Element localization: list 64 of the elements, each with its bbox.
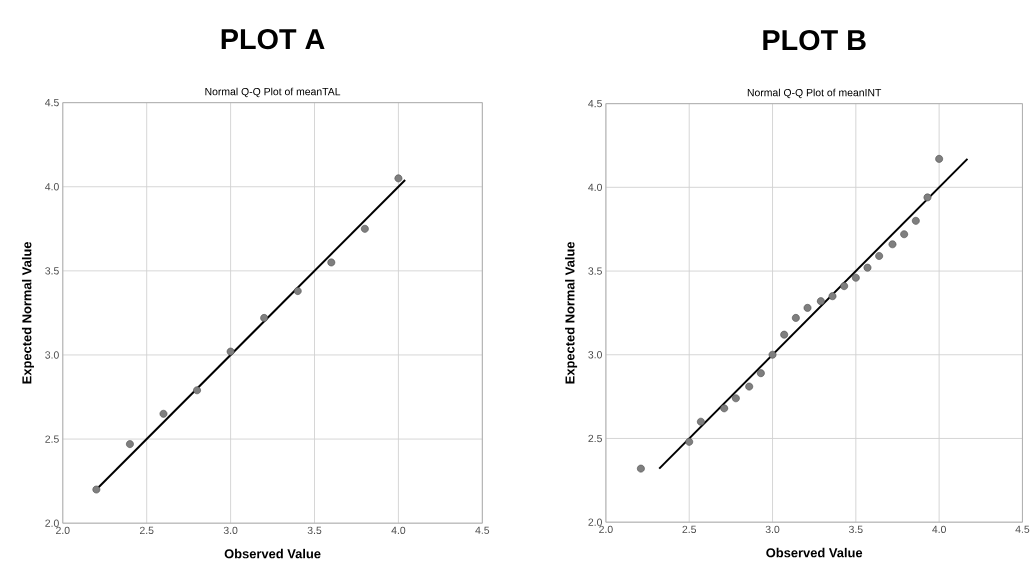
point: [888, 240, 897, 249]
point: [159, 409, 168, 418]
x-tick-label: 4.0: [391, 526, 406, 535]
y-tick-label: 2.5: [45, 435, 59, 443]
point: [637, 464, 645, 473]
x-tick-label: 3.5: [307, 526, 322, 535]
point: [816, 297, 825, 306]
point: [828, 292, 837, 301]
point: [92, 485, 101, 494]
point: [327, 258, 336, 267]
point: [780, 330, 789, 339]
point: [696, 417, 705, 426]
point: [900, 230, 909, 239]
point: [731, 394, 740, 403]
x-tick-label: 2.0: [599, 525, 613, 534]
x-tick-label: 2.5: [682, 525, 697, 534]
point: [935, 154, 944, 163]
x-tick-label: 4.0: [932, 525, 946, 534]
point: [720, 404, 729, 413]
point: [360, 224, 369, 233]
point: [126, 440, 134, 448]
point: [923, 193, 932, 202]
chart-subtitle: Normal Q-Q Plot of meanTAL: [205, 87, 341, 98]
point: [394, 174, 403, 183]
y-tick-label: 2.0: [45, 519, 59, 527]
y-tick-label: 2.0: [588, 518, 602, 526]
point: [840, 282, 849, 291]
y-tick-label: 4.5: [588, 100, 602, 108]
y-axis-title: Expected Normal Value: [21, 241, 34, 384]
y-tick-label: 4.0: [588, 183, 602, 192]
point: [851, 273, 860, 282]
point: [685, 437, 694, 446]
point: [193, 386, 201, 395]
y-tick-label: 3.5: [45, 267, 59, 275]
x-axis-title: Observed Value: [766, 547, 863, 558]
x-tick-label: 2.5: [139, 526, 154, 535]
point: [756, 369, 765, 378]
point: [875, 252, 884, 260]
chart-title: PLOT A: [221, 28, 325, 50]
x-tick-label: 4.5: [475, 526, 490, 534]
point: [791, 314, 800, 322]
y-tick-label: 4.5: [45, 99, 59, 107]
chart-subtitle: Normal Q-Q Plot of meanINT: [747, 88, 882, 99]
x-axis-title: Observed Value: [224, 548, 321, 559]
x-tick-label: 4.5: [1015, 525, 1030, 533]
point: [293, 287, 302, 295]
point: [911, 216, 920, 225]
point: [803, 304, 812, 312]
point: [768, 350, 777, 359]
y-axis-title: Expected Normal Value: [565, 241, 578, 384]
y-tick-label: 3.0: [588, 351, 602, 359]
chart-title: PLOT B: [763, 29, 866, 51]
y-tick-label: 2.5: [588, 434, 602, 443]
y-tick-label: 3.0: [45, 351, 59, 359]
point: [260, 314, 269, 322]
point: [863, 263, 872, 272]
y-tick-label: 4.0: [45, 183, 59, 191]
point: [226, 347, 235, 356]
y-tick-label: 3.5: [588, 267, 602, 275]
x-tick-label: 3.0: [223, 526, 238, 535]
x-tick-label: 3.5: [848, 525, 863, 534]
x-tick-label: 3.0: [765, 525, 780, 534]
x-tick-label: 2.0: [56, 526, 70, 535]
point: [745, 382, 754, 391]
